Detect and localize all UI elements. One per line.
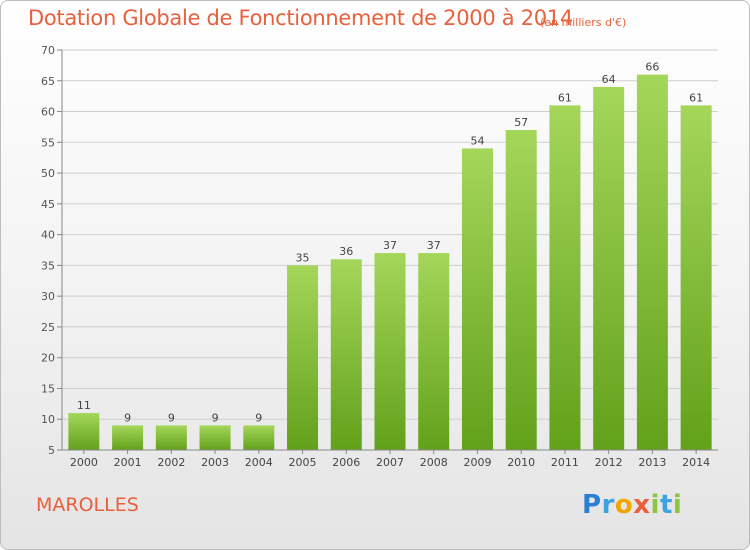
y-tick-label: 35 — [41, 259, 55, 272]
x-tick-label: 2013 — [638, 456, 666, 469]
x-tick-label: 2003 — [201, 456, 229, 469]
bar-value-label: 9 — [168, 411, 175, 424]
x-tick-label: 2008 — [420, 456, 448, 469]
y-tick-label: 60 — [41, 106, 55, 119]
bar-value-label: 11 — [77, 399, 91, 412]
x-tick-label: 2006 — [332, 456, 360, 469]
x-tick-label: 2011 — [551, 456, 579, 469]
logo-letter: i — [672, 490, 683, 520]
bar-value-label: 9 — [124, 411, 131, 424]
bar-2008[interactable] — [418, 253, 450, 450]
bar-value-label: 64 — [602, 73, 616, 86]
logo-letter: t — [659, 490, 673, 520]
bar-2011[interactable] — [549, 105, 581, 450]
y-tick-label: 10 — [41, 413, 55, 426]
y-tick-label: 70 — [41, 44, 55, 57]
bar-2003[interactable] — [199, 425, 231, 450]
bar-value-label: 61 — [558, 91, 572, 104]
bar-2007[interactable] — [374, 253, 406, 450]
bar-2004[interactable] — [243, 425, 275, 450]
bar-2000[interactable] — [68, 413, 100, 450]
bar-2013[interactable] — [636, 74, 668, 450]
y-tick-label: 30 — [41, 290, 55, 303]
chart-title: Dotation Globale de Fonctionnement de 20… — [28, 6, 573, 30]
bar-2009[interactable] — [461, 148, 493, 450]
bar-value-label: 35 — [296, 251, 310, 264]
bar-value-label: 61 — [689, 91, 703, 104]
x-tick-label: 2009 — [463, 456, 491, 469]
bar-value-label: 37 — [427, 239, 441, 252]
bar-2002[interactable] — [155, 425, 187, 450]
bar-value-label: 36 — [339, 245, 353, 258]
logo-letter: r — [601, 490, 615, 520]
bar-2010[interactable] — [505, 130, 537, 450]
x-tick-label: 2004 — [245, 456, 273, 469]
x-tick-label: 2000 — [70, 456, 98, 469]
x-tick-label: 2007 — [376, 456, 404, 469]
commune-name: MAROLLES — [36, 494, 139, 516]
logo-letter: o — [614, 490, 634, 520]
bar-value-label: 9 — [212, 411, 219, 424]
chart-unit-subtitle: (en milliers d'€) — [540, 16, 627, 29]
bar-value-label: 66 — [645, 61, 659, 74]
x-tick-label: 2002 — [157, 456, 185, 469]
bar-2006[interactable] — [330, 259, 362, 450]
y-tick-label: 40 — [41, 229, 55, 242]
bar-2012[interactable] — [593, 86, 625, 450]
logo-letter: P — [582, 490, 602, 520]
x-tick-label: 2012 — [595, 456, 623, 469]
y-tick-label: 65 — [41, 75, 55, 88]
bar-value-label: 54 — [470, 134, 484, 147]
x-tick-label: 2001 — [114, 456, 142, 469]
y-tick-label: 55 — [41, 136, 55, 149]
logo-letter: i — [650, 490, 660, 520]
y-tick-label: 45 — [41, 198, 55, 211]
bar-2005[interactable] — [287, 265, 319, 450]
bar-2001[interactable] — [112, 425, 144, 450]
y-tick-label: 50 — [41, 167, 55, 180]
bar-value-label: 57 — [514, 116, 528, 129]
x-tick-label: 2005 — [289, 456, 317, 469]
logo-letter: x — [633, 490, 651, 520]
bar-value-label: 9 — [255, 411, 262, 424]
bar-value-label: 37 — [383, 239, 397, 252]
y-tick-label: 20 — [41, 352, 55, 365]
y-tick-label: 15 — [41, 382, 55, 395]
x-tick-label: 2010 — [507, 456, 535, 469]
bar-2014[interactable] — [680, 105, 712, 450]
proxiti-logo[interactable]: Proxiti — [582, 490, 682, 520]
x-tick-label: 2014 — [682, 456, 710, 469]
y-tick-label: 5 — [48, 444, 55, 457]
y-tick-label: 25 — [41, 321, 55, 334]
